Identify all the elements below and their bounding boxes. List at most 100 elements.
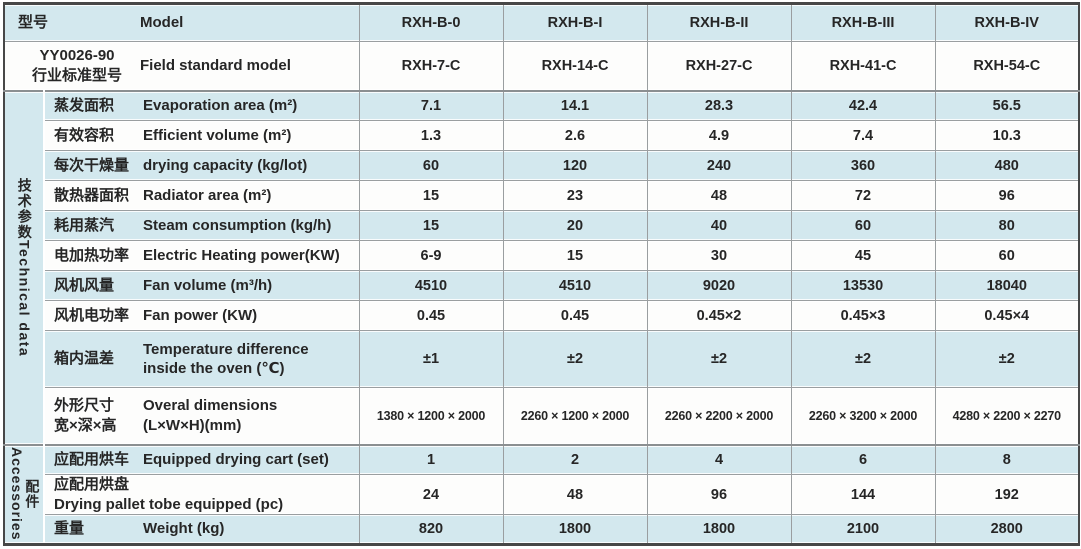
spec-row: 风机电功率 Fan power (KW) 0.45 0.45 0.45×2 0.45×3 0… [4, 300, 1079, 331]
cell-value: 0.45 [502, 300, 647, 331]
model-value: RXH-B-II [646, 3, 791, 42]
cell-value: 1.3 [358, 120, 503, 151]
cell-value: 7.4 [790, 120, 935, 151]
row-label-zh: 应配用烘车 [54, 451, 130, 468]
cell-value: ±2 [646, 330, 791, 388]
row-label-zh: 电加热功率 [54, 246, 130, 264]
row-label-zh: 耗用蒸汽 [54, 216, 115, 234]
row-label-zh: 风机电功率 [54, 306, 130, 324]
cell-value: 45 [790, 240, 935, 271]
row-label-cell: 散热器面积 Radiator area (m²) [44, 180, 359, 211]
row-label-cell: 每次干燥量 drying capacity (kg/lot) [44, 150, 359, 181]
cell-value: 23 [502, 180, 647, 211]
cell-value: 0.45 [358, 300, 503, 331]
cell-value: 120 [502, 150, 647, 181]
field-standard-value: RXH-27-C [646, 41, 791, 91]
cell-value: 18040 [934, 270, 1079, 301]
spec-row: 重量 Weight (kg) 820 1800 1800 2100 2800 [4, 514, 1079, 545]
cell-value: 48 [502, 474, 647, 515]
cell-value: 30 [646, 240, 791, 271]
model-value: RXH-B-IV [934, 3, 1079, 42]
spec-row: 电加热功率 Electric Heating power(KW) 6-9 15 30 45… [4, 240, 1079, 271]
field-standard-value: RXH-54-C [934, 41, 1079, 91]
cell-value: 15 [502, 240, 647, 271]
cell-value: ±1 [358, 330, 503, 388]
cell-value: 72 [790, 180, 935, 211]
row-label-zh: 外形尺寸 宽×深×高 [54, 397, 117, 434]
model-label-en: Model [140, 14, 184, 32]
model-value: RXH-B-III [790, 3, 935, 42]
spec-row: 每次干燥量 drying capacity (kg/lot) 60 120 240 360… [4, 150, 1079, 181]
row-label-en: Weight (kg) [143, 520, 225, 538]
row-label-zh: 蒸发面积 [54, 97, 115, 114]
cell-value: 15 [358, 180, 503, 211]
spec-row: 应配用烘盘 Drying pallet tobe equipped (pc) 24 4… [4, 474, 1079, 515]
cell-value: 4280 × 2200 × 2270 [934, 387, 1079, 445]
cell-value: ±2 [934, 330, 1079, 388]
row-label-en: drying capacity (kg/lot) [143, 156, 308, 174]
row-label-cell: 电加热功率 Electric Heating power(KW) [44, 240, 359, 271]
model-label-cell: 型号 Model [4, 3, 359, 42]
row-label-cell: 应配用烘盘 Drying pallet tobe equipped (pc) [44, 474, 359, 515]
cell-value: 48 [646, 180, 791, 211]
group-zh-label: 配件 [24, 479, 41, 510]
cell-value: 80 [934, 210, 1079, 241]
row-label-cell: 蒸发面积 Evaporation area (m²) [44, 89, 359, 121]
spec-row: 外形尺寸 宽×深×高 Overal dimensions (L×W×H)(mm) 1… [4, 387, 1079, 445]
cell-value: 2100 [790, 514, 935, 545]
cell-value: 13530 [790, 270, 935, 301]
spec-table: 型号 Model RXH-B-0 RXH-B-I RXH-B-II RXH-B-I… [3, 2, 1080, 546]
cell-value: 14.1 [502, 89, 647, 121]
cell-value: 0.45×4 [934, 300, 1079, 331]
row-label-cell: 外形尺寸 宽×深×高 Overal dimensions (L×W×H)(mm) [44, 387, 359, 445]
row-label-en: Temperature difference inside the oven (… [143, 340, 309, 378]
row-label-en: Fan volume (m³/h) [143, 276, 273, 294]
row-label-zh: 重量 [54, 520, 85, 538]
cell-value: 96 [646, 474, 791, 515]
cell-value: 2 [502, 443, 647, 475]
cell-value: 2260 × 3200 × 2000 [790, 387, 935, 445]
field-standard-label-zh: YY0026-90 行业标准型号 [31, 47, 122, 84]
row-label-en: Equipped drying cart (set) [143, 451, 329, 468]
cell-value: 96 [934, 180, 1079, 211]
cell-value: 15 [358, 210, 503, 241]
cell-value: 2260 × 1200 × 2000 [502, 387, 647, 445]
cell-value: 820 [358, 514, 503, 545]
cell-value: 1800 [502, 514, 647, 545]
spec-row: 耗用蒸汽 Steam consumption (kg/h) 15 20 40 60 80 [4, 210, 1079, 241]
row-label-cell: 箱内温差 Temperature difference inside the ov… [44, 330, 359, 388]
cell-value: 60 [934, 240, 1079, 271]
cell-value: 56.5 [934, 89, 1079, 121]
row-label-cell: 应配用烘车 Equipped drying cart (set) [44, 443, 359, 475]
cell-value: 1800 [646, 514, 791, 545]
field-standard-value: RXH-14-C [502, 41, 647, 91]
cell-value: 9020 [646, 270, 791, 301]
row-label-cell: 耗用蒸汽 Steam consumption (kg/h) [44, 210, 359, 241]
field-standard-label-en: Field standard model [140, 57, 291, 74]
cell-value: 480 [934, 150, 1079, 181]
cell-value: 8 [934, 443, 1079, 475]
row-label-en: Steam consumption (kg/h) [143, 216, 332, 234]
model-value: RXH-B-0 [358, 3, 503, 42]
cell-value: 4510 [502, 270, 647, 301]
cell-value: 7.1 [358, 89, 503, 121]
cell-value: 1 [358, 443, 503, 475]
cell-value: 60 [790, 210, 935, 241]
spec-row: 有效容积 Efficient volume (m²) 1.3 2.6 4.9 7.4 10.… [4, 120, 1079, 151]
cell-value: ±2 [790, 330, 935, 388]
cell-value: 240 [646, 150, 791, 181]
field-standard-value: RXH-41-C [790, 41, 935, 91]
cell-value: ±2 [502, 330, 647, 388]
row-label-en: Fan power (KW) [143, 306, 258, 324]
row-label-cell: 重量 Weight (kg) [44, 514, 359, 545]
cell-value: 20 [502, 210, 647, 241]
model-value: RXH-B-I [502, 3, 647, 42]
cell-value: 40 [646, 210, 791, 241]
cell-value: 28.3 [646, 89, 791, 121]
row-label-cell: 有效容积 Efficient volume (m²) [44, 120, 359, 151]
row-label-en: Electric Heating power(KW) [143, 246, 340, 264]
cell-value: 2800 [934, 514, 1079, 545]
row-label-cell: 风机风量 Fan volume (m³/h) [44, 270, 359, 301]
row-label-zh: 有效容积 [54, 126, 115, 144]
row-label-en: Evaporation area (m²) [143, 97, 298, 114]
